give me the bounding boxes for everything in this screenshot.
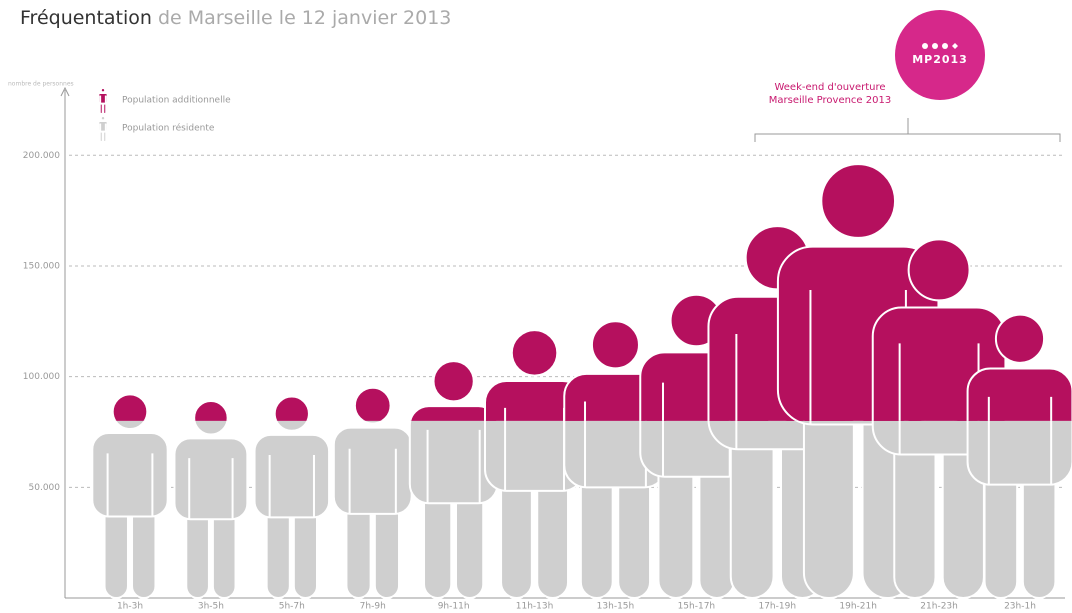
x-tick-label: 13h-15h — [597, 602, 635, 612]
person-segment — [173, 420, 249, 600]
person-segment — [193, 399, 229, 421]
head — [907, 238, 971, 302]
x-tick-label: 19h-21h — [839, 602, 877, 612]
head — [994, 313, 1046, 364]
head — [432, 360, 475, 403]
leg — [802, 420, 855, 599]
body — [332, 426, 413, 515]
legend-label: Population résidente — [122, 123, 215, 134]
person-segment — [253, 420, 331, 599]
head — [114, 420, 146, 430]
y-tick-label: 150.000 — [23, 261, 60, 271]
person-segment — [111, 393, 149, 421]
legend-icon — [97, 115, 109, 143]
body — [173, 437, 249, 521]
x-tick-label: 3h-5h — [198, 602, 224, 612]
body — [253, 433, 331, 519]
head — [193, 420, 229, 436]
x-tick-label: 1h-3h — [117, 602, 143, 612]
body — [483, 380, 586, 421]
head — [820, 163, 897, 239]
head — [111, 393, 149, 421]
logo-badge — [895, 10, 985, 100]
x-tick-label: 9h-11h — [438, 602, 470, 612]
y-axis — [60, 86, 70, 598]
head — [353, 386, 392, 421]
x-tick-label: 7h-9h — [360, 602, 386, 612]
x-tick-label: 23h-1h — [1004, 602, 1036, 612]
head — [99, 115, 107, 122]
head — [590, 320, 640, 370]
y-tick-label: 100.000 — [23, 372, 60, 382]
person-segment — [408, 420, 499, 600]
head — [361, 420, 384, 425]
person-segment — [332, 420, 413, 599]
body — [966, 367, 1072, 421]
head — [275, 420, 309, 432]
annotation-bracket — [754, 118, 1061, 142]
person-segment — [966, 420, 1072, 599]
person-segment — [91, 420, 169, 599]
person-segment — [563, 420, 668, 600]
body — [409, 405, 499, 421]
x-tick-label: 21h-23h — [920, 602, 958, 612]
x-tick-label: 17h-19h — [758, 602, 796, 612]
body — [91, 432, 169, 518]
chart-title: Fréquentation de Marseille le 12 janvier… — [20, 7, 451, 29]
leg — [729, 420, 775, 599]
person-segment — [353, 386, 392, 421]
logo-text: MP2013 — [912, 53, 968, 66]
legend-icon — [97, 87, 109, 115]
head — [99, 87, 107, 94]
annotation-line: Week-end d'ouverture — [774, 82, 885, 93]
person-segment — [409, 360, 499, 421]
y-tick-label: 200.000 — [23, 151, 60, 161]
x-tick-label: 5h-7h — [279, 602, 305, 612]
head — [273, 395, 310, 421]
person-segment — [273, 395, 310, 421]
head — [510, 329, 559, 377]
person-segment — [483, 420, 586, 600]
x-tick-label: 15h-17h — [678, 602, 716, 612]
logo-dots — [922, 43, 958, 49]
person-segment — [966, 313, 1072, 421]
person-segment — [483, 329, 586, 421]
title-rest: de Marseille le 12 janvier 2013 — [158, 7, 451, 29]
title-main: Fréquentation — [20, 7, 152, 29]
annotation-line: Marseille Provence 2013 — [769, 95, 891, 106]
y-axis-label: nombre de personnes — [8, 81, 74, 88]
y-tick-label: 50.000 — [29, 483, 61, 493]
legend-label: Population additionnelle — [122, 96, 231, 106]
leg — [893, 420, 937, 599]
head — [193, 399, 229, 421]
body — [966, 420, 1072, 486]
x-tick-label: 11h-13h — [516, 602, 554, 612]
